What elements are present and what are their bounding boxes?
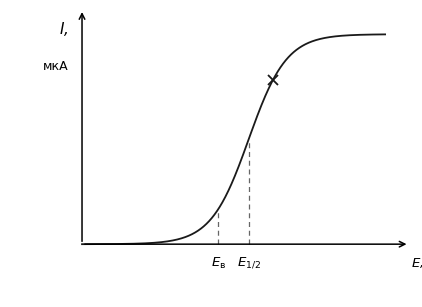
Text: $E$, В: $E$, В (411, 256, 422, 270)
Text: мкА: мкА (43, 60, 68, 72)
Text: $E_{1/2}$: $E_{1/2}$ (237, 256, 261, 270)
Text: $E_{\rm в}$: $E_{\rm в}$ (211, 256, 226, 271)
Text: $I$,: $I$, (59, 20, 68, 38)
